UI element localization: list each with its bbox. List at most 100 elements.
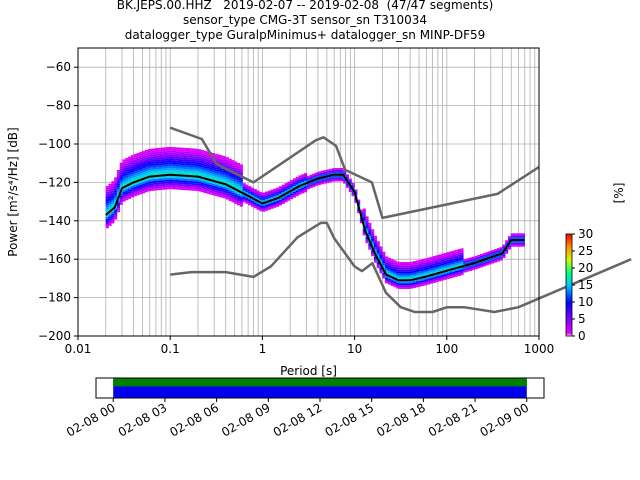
heatmap-cell xyxy=(197,166,202,169)
heatmap-cell xyxy=(116,204,121,207)
heatmap-cell xyxy=(161,168,165,171)
heatmap-cell xyxy=(382,251,386,254)
heatmap-cell xyxy=(412,264,417,267)
heatmap-cell xyxy=(468,267,472,270)
heatmap-cell xyxy=(404,287,408,289)
heatmap-cell xyxy=(136,168,140,171)
heatmap-cell xyxy=(401,277,405,280)
heatmap-cell xyxy=(111,198,115,201)
heatmap-cell xyxy=(480,263,484,266)
heatmap-cell xyxy=(128,162,132,165)
heatmap-cell xyxy=(178,162,182,165)
heatmap-cell xyxy=(376,256,380,259)
heatmap-cell xyxy=(119,201,123,203)
heatmap-cell xyxy=(111,217,115,220)
heatmap-cell xyxy=(253,204,257,207)
heatmap-cell xyxy=(496,250,500,252)
colorbar-segment xyxy=(566,285,572,288)
heatmap-cell xyxy=(290,187,294,190)
heatmap-cell xyxy=(401,275,405,278)
heatmap-cell xyxy=(446,271,450,274)
heatmap-cell xyxy=(203,156,207,159)
heatmap-cell xyxy=(223,184,227,187)
heatmap-cell xyxy=(432,277,436,280)
heatmap-cell xyxy=(410,269,414,272)
heatmap-cell xyxy=(178,157,182,160)
heatmap-cell xyxy=(449,270,453,273)
heatmap-cell xyxy=(172,166,176,169)
heatmap-cell xyxy=(169,181,174,184)
heatmap-cell xyxy=(195,173,199,176)
heatmap-cell xyxy=(457,270,461,273)
heatmap-cell xyxy=(231,188,235,191)
heatmap-cell xyxy=(438,275,442,278)
heatmap-cell xyxy=(482,254,486,257)
heatmap-cell xyxy=(214,155,218,158)
heatmap-cell xyxy=(382,261,386,264)
heatmap-cell xyxy=(181,157,185,160)
heatmap-cell xyxy=(387,282,391,285)
heatmap-cell xyxy=(365,239,369,242)
heatmap-cell xyxy=(351,184,355,187)
heatmap-cell xyxy=(306,177,310,180)
heatmap-cell xyxy=(231,198,235,201)
heatmap-cell xyxy=(250,187,255,190)
heatmap-cell xyxy=(488,254,492,257)
heatmap-cell xyxy=(234,163,238,166)
heatmap-cell xyxy=(122,172,126,175)
heatmap-cell xyxy=(435,280,439,283)
heatmap-cell xyxy=(175,179,179,182)
heatmap-cell xyxy=(239,197,243,200)
heatmap-cell xyxy=(393,279,397,282)
heatmap-cell xyxy=(158,157,162,160)
heatmap-cell xyxy=(390,280,394,283)
colorbar-segment xyxy=(566,300,572,303)
heatmap-cell xyxy=(505,242,509,245)
heatmap-cell xyxy=(253,192,257,195)
heatmap-cell xyxy=(153,171,157,174)
heatmap-cell xyxy=(223,173,227,176)
heatmap-cell xyxy=(178,147,182,150)
heatmap-cell xyxy=(172,175,176,178)
series-noise-model-low xyxy=(170,221,632,314)
heatmap-cell xyxy=(130,168,134,171)
heatmap-cell xyxy=(401,269,405,272)
heatmap-cell xyxy=(169,146,174,149)
heatmap-cell xyxy=(452,256,456,259)
heatmap-cell xyxy=(153,173,157,176)
heatmap-cell xyxy=(197,158,202,161)
heatmap-cell xyxy=(477,254,481,257)
heatmap-cell xyxy=(136,172,140,175)
heatmap-cell xyxy=(399,269,403,272)
heatmap-cell xyxy=(142,187,146,190)
heatmap-cell xyxy=(415,268,419,271)
heatmap-cell xyxy=(443,272,447,275)
heatmap-cell xyxy=(281,198,285,201)
heatmap-cell xyxy=(239,200,243,203)
heatmap-cell xyxy=(169,158,174,161)
heatmap-cell xyxy=(440,259,445,262)
heatmap-cell xyxy=(158,176,162,179)
heatmap-cell xyxy=(382,253,386,256)
heatmap-cell xyxy=(153,163,157,166)
heatmap-cell xyxy=(312,181,316,184)
heatmap-cell xyxy=(264,208,269,211)
heatmap-cell xyxy=(164,151,168,154)
heatmap-cell xyxy=(496,248,500,251)
heatmap-cell xyxy=(253,206,257,209)
heatmap-cell xyxy=(404,265,408,268)
heatmap-cell xyxy=(407,271,411,274)
heatmap-cell xyxy=(203,185,207,188)
heatmap-cell xyxy=(189,169,193,172)
heatmap-cell xyxy=(119,181,123,184)
heatmap-cell xyxy=(418,273,422,276)
heatmap-cell xyxy=(206,164,210,167)
heatmap-cell xyxy=(292,186,296,188)
heatmap-cell xyxy=(169,168,174,171)
heatmap-cell xyxy=(139,155,143,158)
heatmap-cell xyxy=(147,189,151,192)
heatmap-cell xyxy=(262,196,266,199)
heatmap-cell xyxy=(167,177,171,180)
heatmap-cell xyxy=(390,264,394,267)
